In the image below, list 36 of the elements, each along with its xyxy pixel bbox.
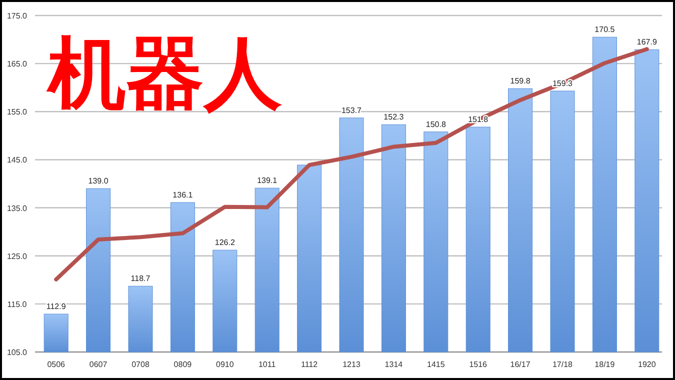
data-label: 126.2 [214, 238, 236, 248]
x-tick-label: 1920 [638, 360, 656, 369]
y-tick-label: 165.0 [6, 60, 28, 69]
x-tick-label: 18/19 [594, 360, 616, 369]
data-label: 118.7 [130, 274, 151, 284]
x-tick-label: 1011 [258, 360, 276, 369]
y-tick-label: 115.0 [7, 300, 28, 309]
y-tick-label: 125.0 [6, 252, 28, 261]
y-tick-label: 155.0 [6, 108, 28, 117]
data-label: 167.9 [636, 38, 658, 47]
x-tick-label: 0809 [174, 360, 192, 369]
data-label: 150.8 [426, 120, 446, 129]
data-label: 159.8 [510, 76, 531, 86]
data-label: 153.7 [341, 106, 362, 115]
data-label: 136.1 [172, 190, 194, 200]
y-tick-label: 145.0 [6, 156, 28, 165]
data-label: 139.0 [88, 176, 109, 186]
data-label: 152.3 [384, 112, 404, 122]
x-tick-label: 1516 [469, 360, 488, 369]
x-tick-label: 1112 [300, 360, 318, 369]
x-tick-label: 17/18 [552, 360, 574, 369]
data-label: 139.1 [257, 176, 278, 186]
y-tick-label: 135.0 [6, 204, 28, 213]
data-label: 112.9 [46, 302, 66, 312]
x-tick-label: 1213 [342, 360, 361, 369]
y-tick-label: 105.0 [6, 348, 28, 357]
x-tick-label: 0506 [47, 360, 66, 369]
x-tick-label: 0910 [216, 360, 234, 369]
data-label: 170.5 [594, 25, 616, 34]
chart-title: 机器人 [46, 29, 282, 119]
x-tick-label: 0708 [132, 360, 150, 369]
x-tick-label: 16/17 [510, 360, 531, 369]
y-tick-label: 175.0 [6, 12, 28, 20]
x-tick-label: 1415 [427, 360, 446, 369]
x-tick-label: 0607 [89, 360, 108, 369]
x-tick-label: 1314 [384, 360, 404, 369]
